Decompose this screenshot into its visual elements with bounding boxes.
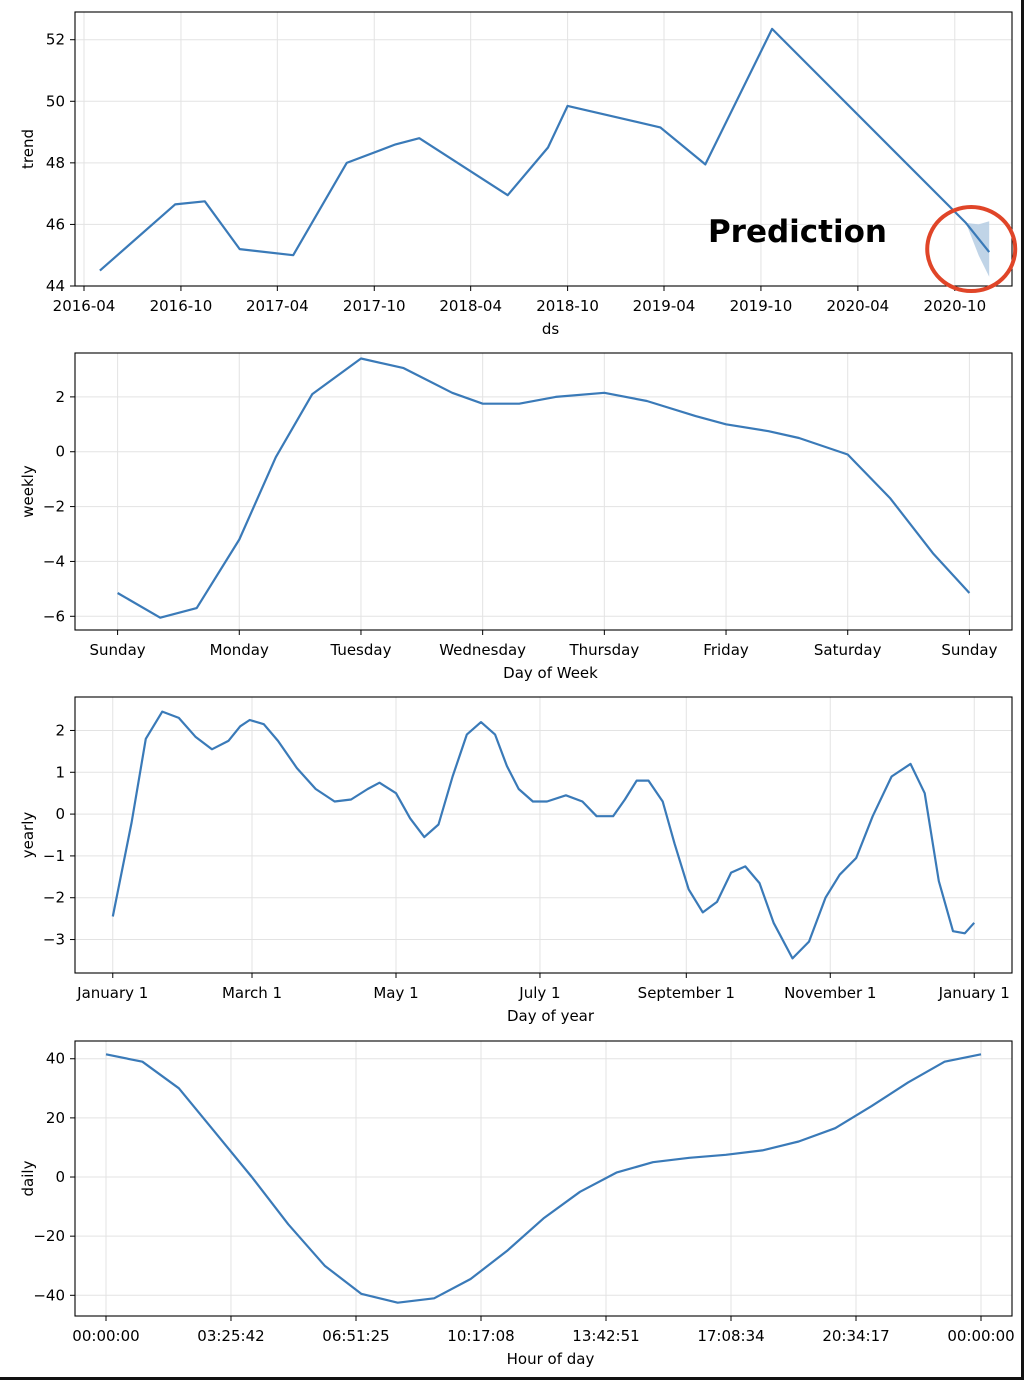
x-tick-label: 06:51:25: [322, 1327, 389, 1345]
x-tick-label: 00:00:00: [72, 1327, 139, 1345]
y-tick-label: 20: [46, 1109, 65, 1127]
x-axis-label: Day of Week: [503, 664, 598, 682]
y-tick-label: −3: [43, 931, 65, 949]
chart-panel-daily: 00:00:00 03:25:42 06:51:25 10:17:08 13:42:51…: [19, 1040, 1015, 1368]
prediction-highlight-circle: [925, 205, 1018, 294]
y-tick-label: 46: [46, 215, 65, 233]
prediction-annotation: Prediction: [708, 214, 887, 250]
y-tick-label: 0: [55, 443, 65, 461]
x-tick-label: 00:00:00: [947, 1327, 1014, 1345]
y-tick-label: −40: [33, 1286, 65, 1304]
x-tick-label: 13:42:51: [572, 1327, 639, 1345]
y-tick-label: 0: [55, 1168, 65, 1186]
chart-panel-weekly: Sunday Monday Tuesday Wednesday Thursday Frid…: [19, 352, 1013, 682]
axes-frame: [74, 352, 1013, 631]
x-tick-label: Monday: [210, 641, 269, 659]
y-tick-label: 50: [46, 92, 65, 110]
x-tick-label: 2018-10: [536, 297, 599, 315]
x-tick-label: 2018-04: [439, 297, 502, 315]
axes-frame: [74, 696, 1013, 974]
x-tick-label: July 1: [518, 984, 560, 1002]
x-tick-label: Thursday: [568, 641, 639, 659]
y-tick-label: −2: [43, 889, 65, 907]
series-line-yearly: [111, 710, 976, 960]
axes-frame: [74, 11, 1013, 287]
series-line-weekly: [117, 357, 971, 619]
x-axis-label: Hour of day: [507, 1350, 595, 1368]
x-tick-label: 2016-04: [53, 297, 116, 315]
x-tick-label: September 1: [638, 984, 735, 1002]
x-tick-label: 2017-04: [246, 297, 309, 315]
x-tick-label: 2020-04: [827, 297, 890, 315]
x-axis-label: ds: [542, 320, 560, 338]
x-tick-label: 10:17:08: [447, 1327, 514, 1345]
page-border-right: [1021, 0, 1024, 1380]
x-tick-label: 17:08:34: [697, 1327, 764, 1345]
series-line-daily: [105, 1053, 982, 1304]
y-axis-label: daily: [19, 1160, 37, 1196]
y-tick-label: 40: [46, 1050, 65, 1068]
y-tick-label: 2: [55, 388, 65, 406]
uncertainty-band: [965, 221, 990, 277]
y-axis-label: trend: [19, 129, 37, 169]
y-tick-label: −20: [33, 1227, 65, 1245]
y-tick-label: 48: [46, 154, 65, 172]
y-tick-label: −2: [43, 498, 65, 516]
x-tick-label: Tuesday: [329, 641, 391, 659]
chart-panel-trend: 2016-04 2016-10 2017-04 2017-10 2018-04 2018-…: [19, 11, 1018, 338]
x-tick-label: 03:25:42: [197, 1327, 264, 1345]
x-tick-label: November 1: [784, 984, 876, 1002]
y-tick-label: 44: [46, 277, 65, 295]
axes-frame: [74, 1040, 1013, 1317]
series-line-trend: [99, 27, 991, 272]
y-axis-label: yearly: [19, 812, 37, 859]
chart-panel-yearly: January 1 March 1 May 1 July 1 September 1 No…: [19, 696, 1013, 1025]
x-tick-label: 2019-10: [730, 297, 793, 315]
x-tick-label: 20:34:17: [822, 1327, 889, 1345]
x-tick-label: Friday: [703, 641, 749, 659]
y-tick-label: 52: [46, 31, 65, 49]
x-tick-label: March 1: [222, 984, 282, 1002]
x-tick-label: 2020-10: [923, 297, 986, 315]
x-tick-label: Wednesday: [439, 641, 526, 659]
x-tick-label: Sunday: [941, 641, 997, 659]
x-tick-label: May 1: [373, 984, 418, 1002]
x-tick-label: January 1: [76, 984, 148, 1002]
x-axis-label: Day of year: [507, 1007, 595, 1025]
x-tick-label: 2017-10: [343, 297, 406, 315]
y-tick-label: −6: [43, 607, 65, 625]
x-tick-label: 2019-04: [633, 297, 696, 315]
y-axis-label: weekly: [19, 465, 37, 518]
y-tick-label: 1: [55, 763, 65, 781]
y-tick-label: −4: [43, 552, 65, 570]
x-tick-label: 2016-10: [150, 297, 213, 315]
x-tick-label: Sunday: [90, 641, 146, 659]
x-tick-label: January 1: [938, 984, 1010, 1002]
y-tick-label: −1: [43, 847, 65, 865]
x-tick-label: Saturday: [814, 641, 882, 659]
page-border-bottom: [0, 1377, 1024, 1380]
y-tick-label: 0: [55, 805, 65, 823]
y-tick-label: 2: [55, 721, 65, 739]
